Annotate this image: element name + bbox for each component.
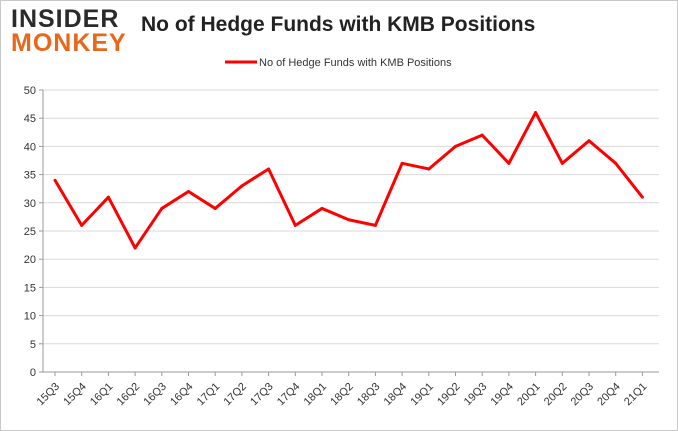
gridlines — [43, 89, 659, 345]
data-point — [106, 195, 110, 199]
y-tick-label: 5 — [30, 339, 36, 351]
data-point — [293, 223, 297, 227]
data-point — [267, 167, 271, 171]
x-tick-label: 16Q2 — [115, 381, 143, 409]
series-group — [53, 111, 644, 250]
y-tick-label: 45 — [24, 113, 36, 125]
x-tick-label: 16Q3 — [141, 381, 169, 409]
y-tick-label: 25 — [24, 226, 36, 238]
x-tick-label: 18Q1 — [302, 381, 330, 409]
x-tick-label: 16Q4 — [168, 381, 196, 409]
y-tick-label: 30 — [24, 198, 36, 210]
x-tick-label: 20Q2 — [542, 381, 570, 409]
data-point — [480, 133, 484, 137]
x-tick-label: 15Q4 — [61, 381, 89, 409]
x-tick-label: 17Q1 — [195, 381, 223, 409]
legend-label: No of Hedge Funds with KMB Positions — [259, 57, 452, 69]
series-line — [53, 111, 644, 250]
data-point — [133, 246, 137, 250]
x-tick-label: 15Q3 — [35, 381, 63, 409]
x-tick-label: 20Q1 — [515, 381, 543, 409]
y-tick-label: 35 — [24, 170, 36, 182]
data-point — [187, 190, 190, 194]
x-tick-label: 18Q2 — [328, 381, 356, 409]
x-tick-label: 19Q4 — [488, 381, 516, 409]
data-point — [427, 167, 431, 171]
data-point — [240, 184, 244, 188]
x-axis-ticks: 15Q3 15Q4 16Q1 16Q2 16Q3 16Q4 17Q1 17Q2 17Q3 17Q4… — [35, 372, 650, 408]
data-point — [160, 206, 164, 210]
x-tick-label: 18Q3 — [355, 381, 383, 409]
y-tick-label: 20 — [24, 254, 36, 266]
logo-line-2: MONKEY — [11, 29, 127, 57]
data-point — [507, 161, 511, 165]
data-point — [53, 178, 57, 182]
data-point — [373, 223, 377, 227]
chart-title: No of Hedge Funds with KMB Positions — [141, 13, 536, 36]
data-point — [80, 223, 84, 227]
y-tick-label: 0 — [30, 367, 36, 379]
insider-monkey-logo: INSIDER MONKEY — [11, 7, 129, 59]
x-tick-label: 19Q1 — [408, 381, 436, 409]
y-tick-label: 50 — [24, 85, 36, 97]
x-tick-label: 19Q3 — [462, 381, 490, 409]
data-point — [320, 206, 324, 210]
x-tick-label: 20Q4 — [595, 381, 623, 409]
data-point — [534, 111, 538, 115]
data-point — [560, 161, 564, 165]
data-point — [454, 144, 457, 148]
y-tick-label: 15 — [24, 282, 36, 294]
data-point — [347, 218, 351, 222]
x-tick-label: 18Q4 — [382, 381, 410, 409]
x-tick-label: 19Q2 — [435, 381, 463, 409]
data-point — [640, 195, 644, 199]
x-tick-label: 20Q3 — [569, 381, 597, 409]
x-tick-label: 17Q2 — [221, 381, 249, 409]
y-tick-label: 10 — [24, 311, 36, 323]
x-tick-label: 17Q4 — [275, 381, 303, 409]
x-tick-label: 17Q3 — [248, 381, 276, 409]
data-point — [400, 161, 404, 165]
legend: No of Hedge Funds with KMB Positions — [225, 57, 452, 69]
x-tick-label: 16Q1 — [88, 381, 116, 409]
y-axis-ticks: 0 5 10 15 20 25 30 35 40 45 50 — [24, 85, 43, 379]
data-point — [213, 206, 217, 210]
data-point — [614, 161, 618, 165]
x-tick-label: 21Q1 — [622, 381, 650, 409]
logo-line-1: INSIDER — [11, 5, 120, 33]
data-point — [587, 139, 591, 143]
y-tick-label: 40 — [24, 141, 36, 153]
